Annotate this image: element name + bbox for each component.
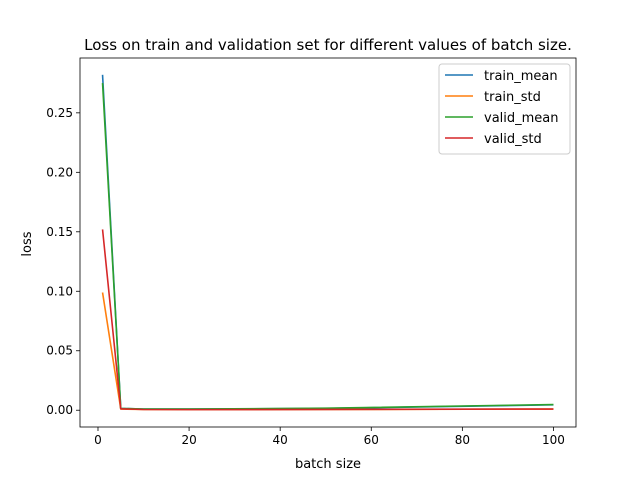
y-tick-label: 0.20 [46,165,73,179]
chart-title: Loss on train and validation set for dif… [84,36,572,54]
plot-frame [79,57,577,428]
y-tick-label: 0.05 [46,344,73,358]
legend-label-valid_mean: valid_mean [484,111,559,126]
y-axis: 0.00 0.05 0.10 0.15 0.20 0.25 [46,106,80,417]
legend-label-valid_std: valid_std [484,132,542,147]
x-tick-label: 0 [94,433,102,447]
plot-area [79,57,577,428]
y-axis-label: loss [20,231,35,256]
y-tick-label: 0.10 [46,284,73,298]
series-line-valid_std [101,229,554,411]
y-tick-label: 0.25 [46,106,73,120]
x-tick-label: 20 [181,433,196,447]
series-line-train_std [101,292,554,411]
x-tick-label: 100 [542,433,565,447]
x-axis-label: batch size [295,457,361,472]
legend-label-train_mean: train_mean [484,69,558,84]
series-layer [101,74,554,411]
legend-label-train_std: train_std [484,90,541,105]
y-tick-label: 0.00 [46,403,73,417]
x-axis: 0 20 40 60 80 100 [94,427,565,447]
x-tick-label: 40 [273,433,288,447]
x-tick-label: 60 [364,433,379,447]
legend-box [438,63,571,155]
x-tick-label: 80 [455,433,470,447]
legend: train_mean train_std valid_mean valid_std [438,63,571,155]
y-tick-label: 0.15 [46,225,73,239]
